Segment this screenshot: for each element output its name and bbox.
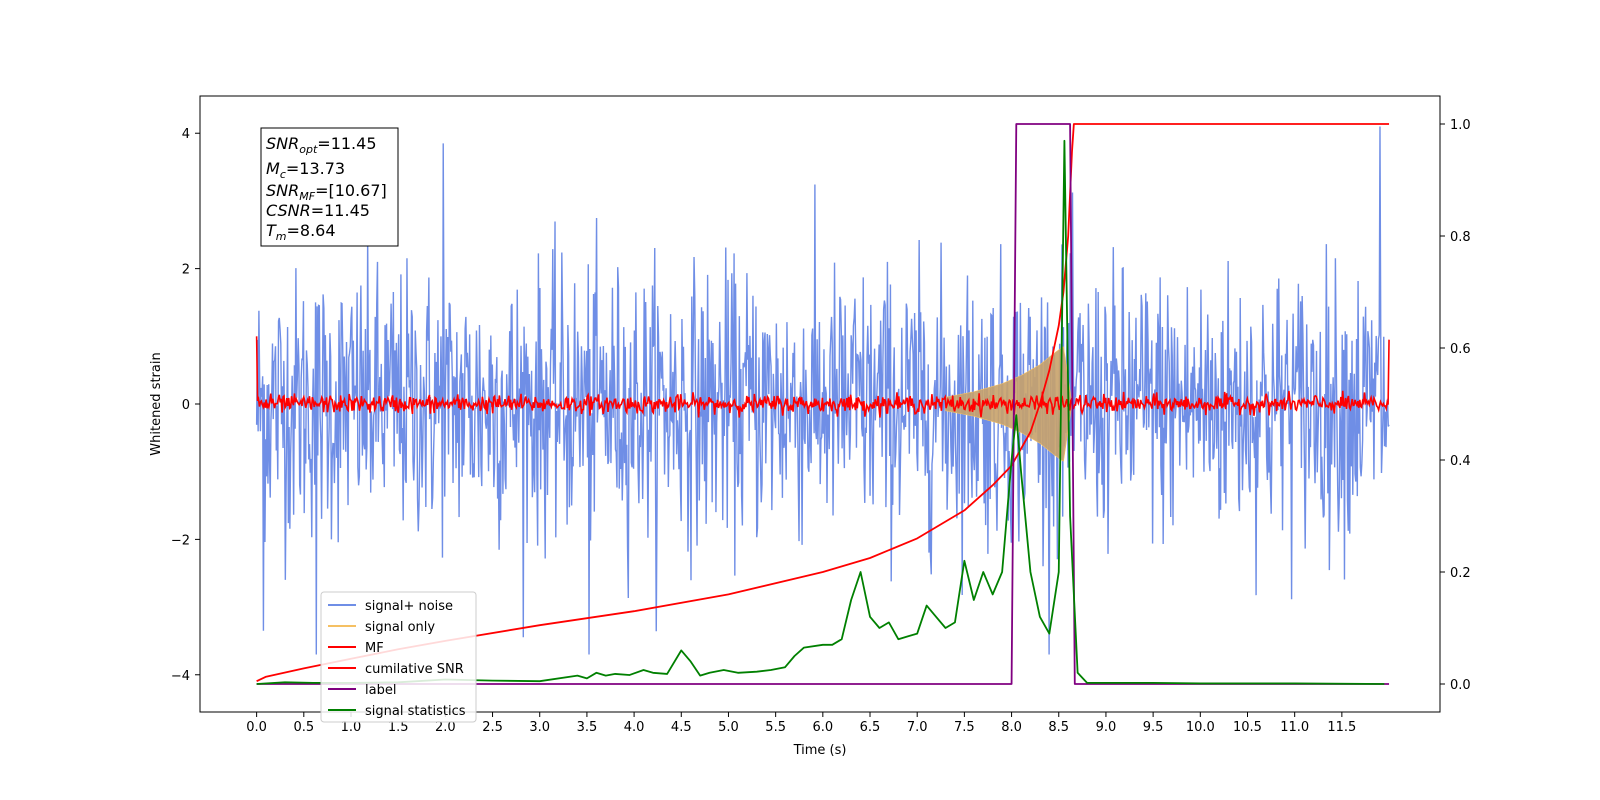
x-tick-label: 0.0 [246,720,267,735]
y-tick-label: 0 [182,398,190,413]
y-axis-label: Whitened strain [149,352,164,455]
x-tick-label: 5.0 [718,720,739,735]
x-tick-label: 8.5 [1048,720,1069,735]
legend-label-cumulative-snr: cumilative SNR [365,662,464,677]
x-tick-label: 8.0 [1001,720,1022,735]
x-tick-label: 4.5 [671,720,692,735]
info-box: SNRopt=11.45 Mc=13.73 SNRMF=[10.67] CSNR… [260,127,399,247]
x-tick-label: 2.0 [435,720,456,735]
legend-label-mf: MF [365,641,384,656]
x-tick-label: 3.0 [529,720,550,735]
x-tick-label: 3.5 [577,720,598,735]
y-tick-label: 2 [182,263,190,278]
y2-tick-label: 1.0 [1450,118,1471,133]
plot-area [255,123,1390,685]
series-mf [255,336,1390,418]
x-tick-label: 6.5 [860,720,881,735]
axes-ticks: 0.0 0.5 1.0 1.5 2.0 2.5 3.0 3.5 4.0 4.5 5.0 5.5 6.0 6… [171,118,1471,735]
legend: signal+ noise signal only MF cumilative … [320,591,477,723]
x-tick-label: 7.5 [954,720,975,735]
x-tick-label: 11.0 [1280,720,1309,735]
y2-tick-label: 0.4 [1450,454,1471,469]
x-tick-label: 10.5 [1233,720,1262,735]
x-tick-label: 2.5 [482,720,503,735]
x-tick-label: 9.5 [1143,720,1164,735]
y-tick-label: −2 [171,533,190,548]
x-tick-label: 10.0 [1186,720,1215,735]
series-label [256,123,1390,685]
x-tick-label: 9.0 [1096,720,1117,735]
info-csnr: CSNR=11.45 [266,201,370,220]
x-tick-label: 0.5 [293,720,314,735]
y2-tick-label: 0.0 [1450,678,1471,693]
y2-tick-label: 0.2 [1450,566,1471,581]
legend-label-signal-only: signal only [365,620,435,635]
x-tick-label: 1.5 [388,720,409,735]
info-chirp-mass: Mc=13.73 [266,159,345,181]
x-axis-label: Time (s) [793,743,847,758]
x-tick-label: 6.0 [812,720,833,735]
x-tick-label: 7.0 [907,720,928,735]
info-snr-opt: SNRopt=11.45 [266,134,377,156]
info-merger-time: Tm=8.64 [266,221,336,243]
x-tick-label: 1.0 [341,720,362,735]
info-box-frame [260,127,399,247]
y-tick-label: 4 [182,127,190,142]
x-tick-label: 4.0 [624,720,645,735]
y2-tick-label: 0.6 [1450,342,1471,357]
y-tick-label: −4 [171,669,190,684]
legend-label-signal-noise: signal+ noise [365,599,453,614]
x-tick-label: 11.5 [1327,720,1356,735]
info-snr-mf: SNRMF=[10.67] [266,181,387,203]
y2-tick-label: 0.8 [1450,230,1471,245]
series-signal-statistics [256,139,1385,685]
legend-frame [320,591,477,723]
x-tick-label: 5.5 [765,720,786,735]
legend-label-label: label [365,683,396,698]
legend-label-signal-statistics: signal statistics [365,704,466,719]
